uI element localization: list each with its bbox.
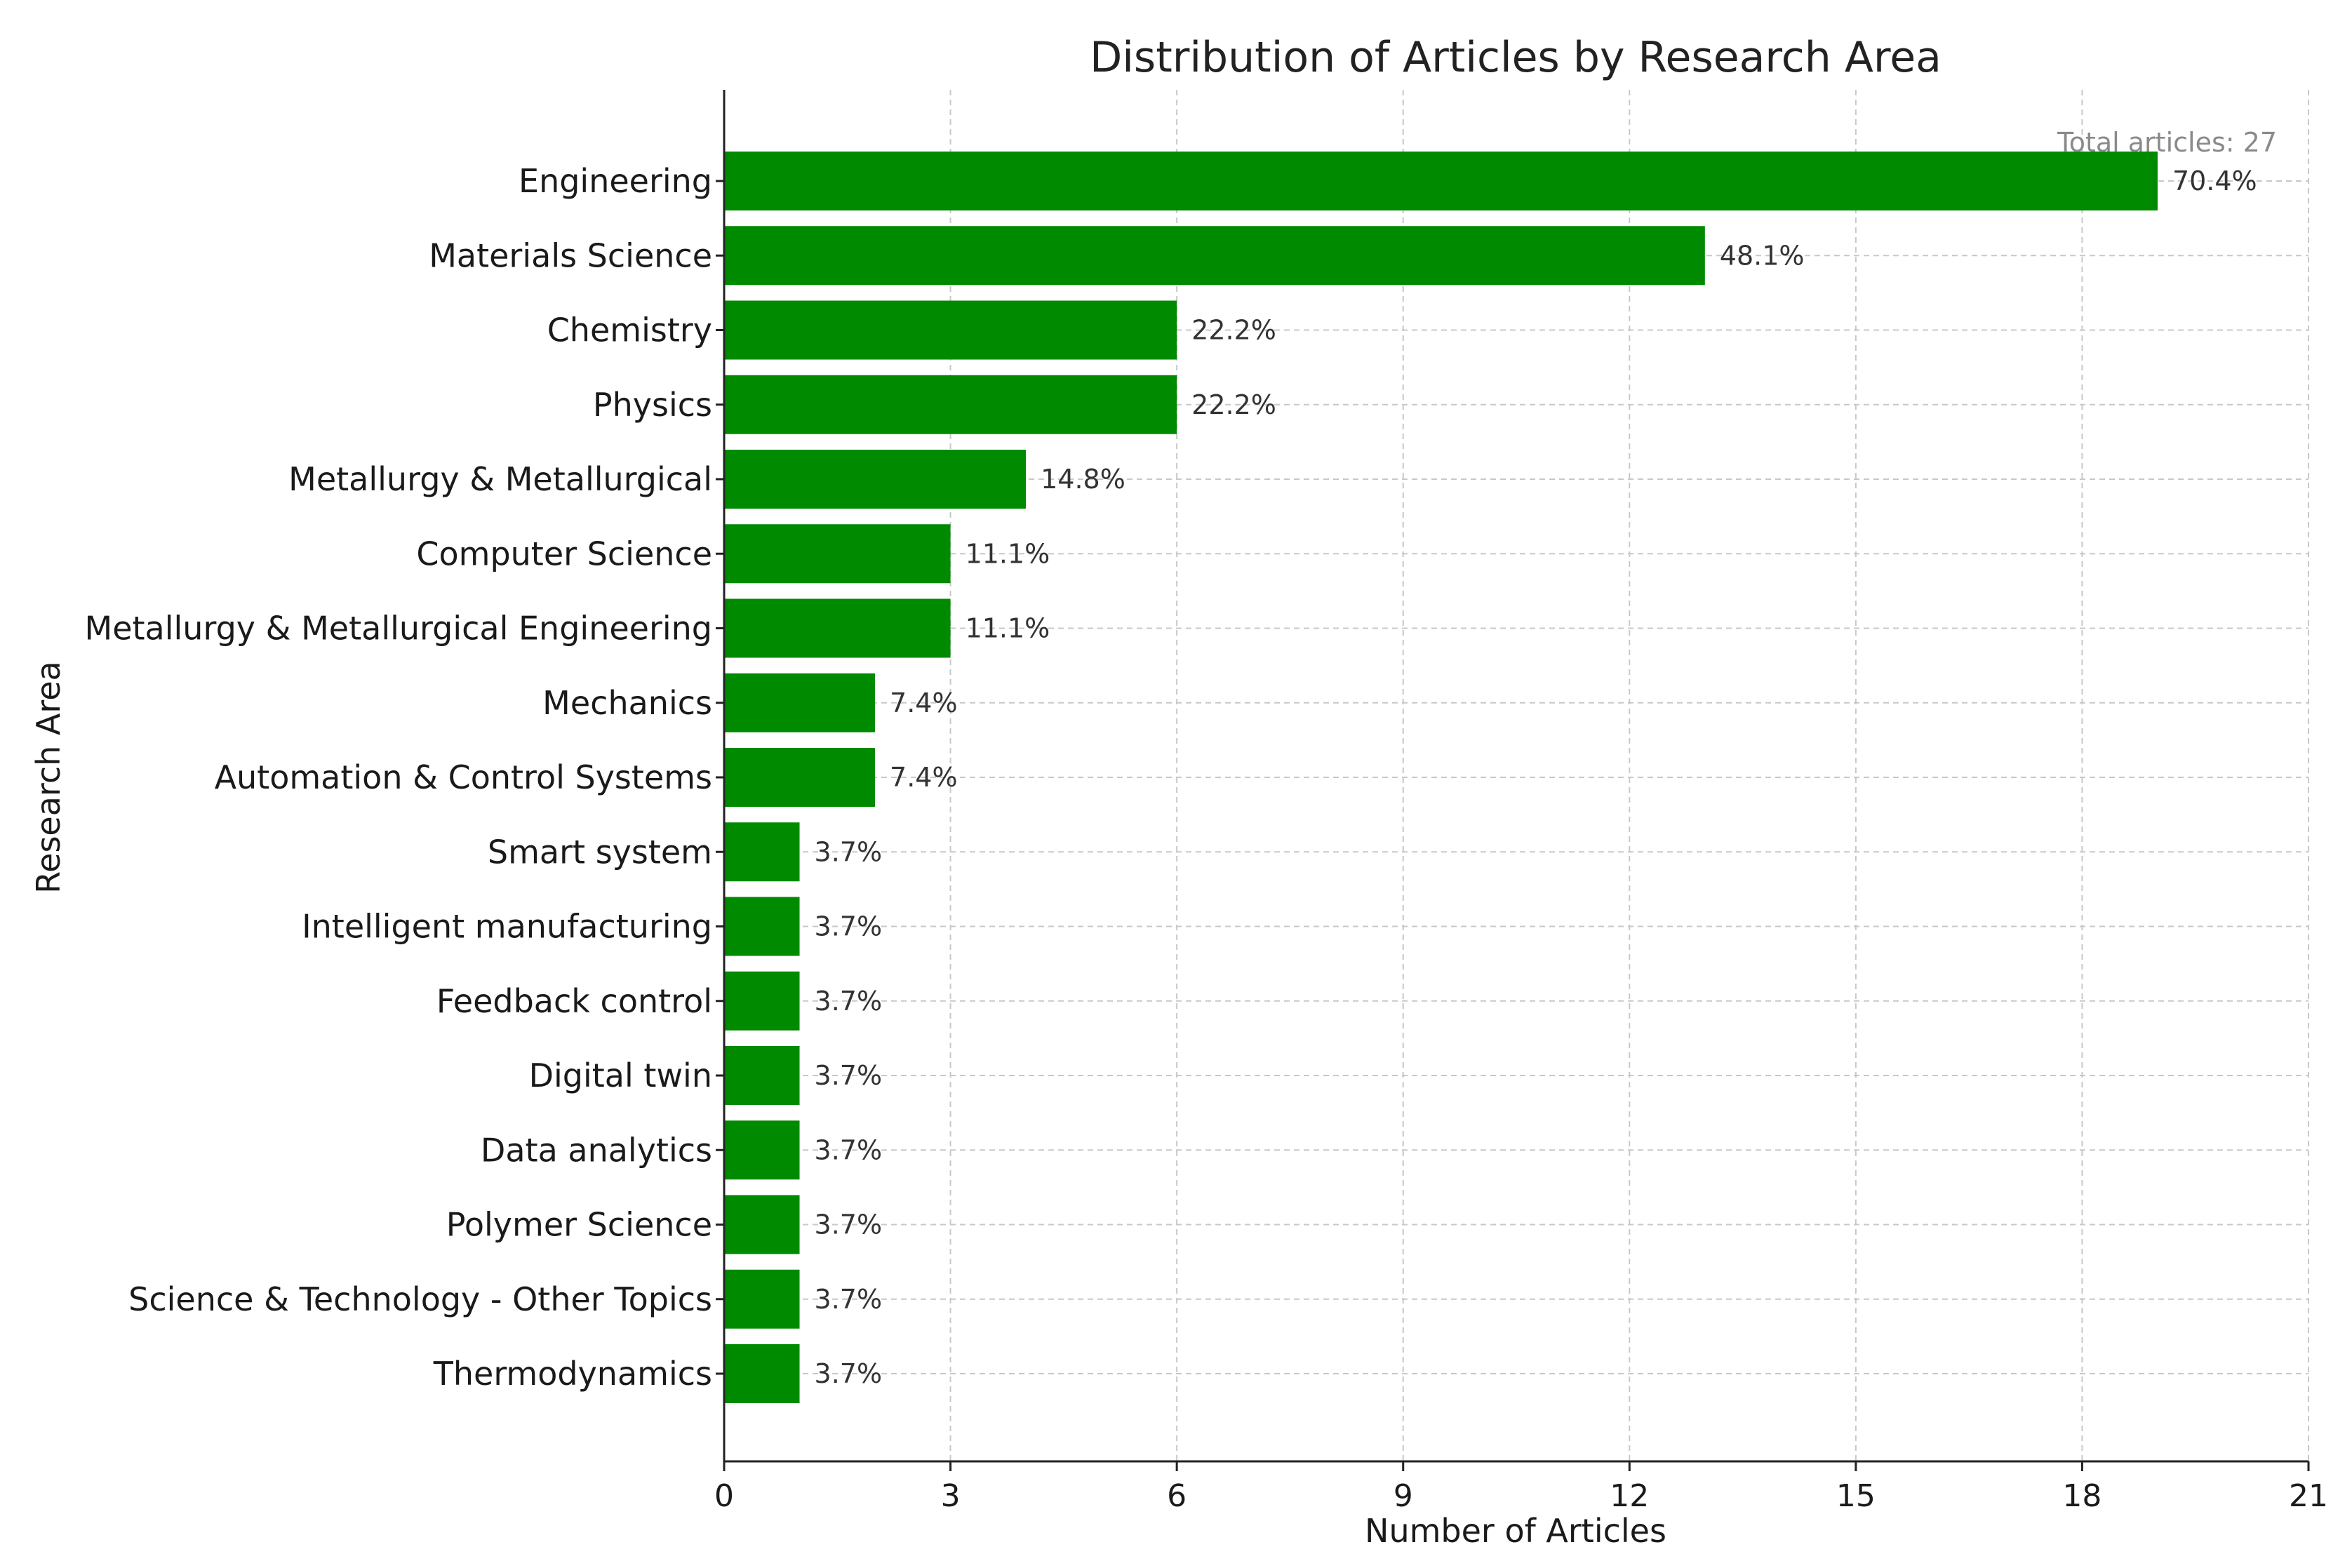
bar-value-label: 3.7% [815, 1284, 883, 1315]
bar-value-label: 7.4% [890, 688, 958, 718]
bar [724, 524, 951, 584]
tick-layer: 0 3 6 9 12 15 18 21 [714, 180, 2328, 1514]
x-tick-label: 21 [2289, 1478, 2328, 1514]
chart-title: Distribution of Articles by Research Are… [1090, 33, 1942, 82]
bar [724, 450, 1027, 509]
bar-value-label: 22.2% [1191, 315, 1276, 346]
total-articles-note: Total articles: 27 [2057, 127, 2277, 158]
category-label: Thermodynamics [433, 1355, 712, 1393]
category-label: Digital twin [529, 1057, 712, 1094]
category-label: Polymer Science [446, 1206, 712, 1244]
x-tick-label: 18 [2062, 1478, 2102, 1514]
bar [724, 1269, 800, 1329]
bar-value-label: 7.4% [890, 762, 958, 793]
bar [724, 971, 800, 1031]
bar-value-label: 3.7% [815, 1358, 883, 1389]
bar-value-label: 11.1% [965, 538, 1050, 569]
bar [724, 1195, 800, 1254]
bar-value-label: 11.1% [965, 613, 1050, 644]
bar-value-label: 48.1% [1720, 240, 1805, 271]
category-label: Data analytics [481, 1131, 712, 1169]
bar-value-label: 70.4% [2172, 166, 2257, 196]
bar [724, 1046, 800, 1105]
category-label: Computer Science [416, 535, 712, 572]
x-tick-label: 6 [1167, 1478, 1187, 1514]
bar-value-label: 14.8% [1041, 464, 1125, 495]
bar [724, 1344, 800, 1403]
category-label: Engineering [519, 162, 712, 200]
bar-layer [724, 152, 2158, 1403]
bar [724, 152, 2158, 210]
category-label: Materials Science [429, 236, 712, 274]
x-tick-label: 0 [714, 1478, 734, 1514]
bar [724, 598, 951, 658]
bar [724, 897, 800, 956]
bar-value-label: 3.7% [815, 836, 883, 867]
category-label: Automation & Control Systems [215, 758, 712, 796]
bar-value-label: 3.7% [815, 1060, 883, 1091]
bar [724, 226, 1705, 286]
bar [724, 673, 876, 732]
category-label: Smart system [488, 833, 712, 871]
bar-value-label: 22.2% [1191, 389, 1276, 420]
category-label: Feedback control [436, 982, 712, 1020]
category-label: Mechanics [542, 684, 712, 722]
category-label: Metallurgy & Metallurgical [288, 460, 712, 498]
category-label: Chemistry [547, 311, 712, 349]
bar-value-label: 3.7% [815, 1209, 883, 1240]
x-tick-label: 9 [1394, 1478, 1413, 1514]
x-tick-label: 3 [941, 1478, 961, 1514]
grid-layer [724, 90, 2309, 1461]
bar-value-label: 3.7% [815, 911, 883, 942]
bar [724, 1120, 800, 1180]
bar [724, 822, 800, 882]
x-tick-label: 15 [1836, 1478, 1876, 1514]
bar-value-label: 3.7% [815, 1134, 883, 1165]
bar [724, 375, 1177, 434]
category-label: Science & Technology - Other Topics [128, 1280, 712, 1318]
bar [724, 748, 876, 807]
y-axis-label: Research Area [29, 661, 67, 893]
category-label: Intelligent manufacturing [302, 908, 712, 946]
bar-value-label: 3.7% [815, 986, 883, 1017]
x-tick-label: 12 [1610, 1478, 1649, 1514]
category-label-layer: Engineering 70.4% Materials Science 48.1% Ch… [85, 162, 2257, 1393]
bar [724, 300, 1177, 360]
category-label: Physics [593, 386, 712, 424]
category-label: Metallurgy & Metallurgical Engineering [85, 610, 712, 648]
x-axis-label: Number of Articles [1365, 1512, 1666, 1550]
